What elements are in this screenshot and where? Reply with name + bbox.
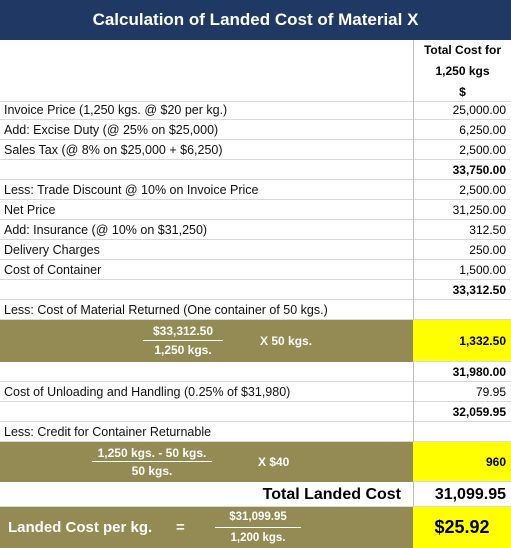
header-left [0, 40, 413, 102]
header-text: Total Cost for [413, 40, 511, 61]
olive-band [0, 442, 413, 482]
row-amount [413, 300, 511, 320]
row-label: Less: Cost of Material Returned (One con… [0, 300, 413, 320]
olive-band [0, 320, 413, 362]
row-amount: 79.95 [413, 382, 511, 402]
row-amount: 1,500.00 [413, 260, 511, 280]
fraction-denominator: 50 kgs. [131, 464, 173, 478]
row-label: Add: Excise Duty (@ 25% on $25,000) [0, 120, 413, 140]
fraction-numerator: $31,099.95 [215, 508, 301, 528]
row-label: Less: Trade Discount @ 10% on Invoice Pr… [0, 180, 413, 200]
multiplier: X 50 kgs. [260, 334, 313, 348]
row-amount [413, 422, 511, 442]
row-amount: 6,250.00 [413, 120, 511, 140]
row-amount: 31,250.00 [413, 200, 511, 220]
row-amount: 25,000.00 [413, 100, 511, 120]
row-label: Add: Insurance (@ 10% on $31,250) [0, 220, 413, 240]
subtotal: 33,312.50 [413, 280, 511, 300]
row-label: Invoice Price (1,250 kgs. @ $20 per kg.) [0, 100, 413, 120]
subtotal: 33,750.00 [413, 160, 511, 180]
row-label [0, 402, 413, 422]
row-label [0, 280, 413, 300]
header-text: $ [413, 82, 511, 103]
row-amount: 250.00 [413, 240, 511, 260]
row-amount: 2,500.00 [413, 140, 511, 160]
row-label [0, 362, 413, 382]
equals: = [176, 519, 185, 536]
total-label: Total Landed Cost [0, 482, 413, 507]
subtotal: 31,980.00 [413, 362, 511, 382]
highlight-amount: 960 [413, 442, 511, 482]
title: Calculation of Landed Cost of Material X [0, 0, 511, 40]
row-amount: 312.50 [413, 220, 511, 240]
fraction-denominator: 1,200 kgs. [230, 531, 286, 544]
olive-band [0, 507, 413, 548]
row-label: Cost of Unloading and Handling (0.25% of… [0, 382, 413, 402]
highlight-amount: $25.92 [413, 507, 511, 548]
row-label: Net Price [0, 200, 413, 220]
row-label: Delivery Charges [0, 240, 413, 260]
per-kg-label: Landed Cost per kg. [8, 519, 153, 536]
row-label [0, 160, 413, 180]
header-border [413, 101, 511, 102]
subtotal: 32,059.95 [413, 402, 511, 422]
row-label: Sales Tax (@ 8% on $25,000 + $6,250) [0, 140, 413, 160]
fraction-numerator: $33,312.50 [143, 322, 223, 341]
fraction-denominator: 1,250 kgs. [154, 343, 212, 357]
total-amount: 31,099.95 [413, 482, 511, 507]
highlight-amount: 1,332.50 [413, 320, 511, 362]
fraction-numerator: 1,250 kgs. - 50 kgs. [92, 444, 212, 462]
multiplier: X $40 [258, 455, 290, 469]
header-text: 1,250 kgs [413, 61, 511, 82]
row-amount: 2,500.00 [413, 180, 511, 200]
row-label: Less: Credit for Container Returnable [0, 422, 413, 442]
row-label: Cost of Container [0, 260, 413, 280]
